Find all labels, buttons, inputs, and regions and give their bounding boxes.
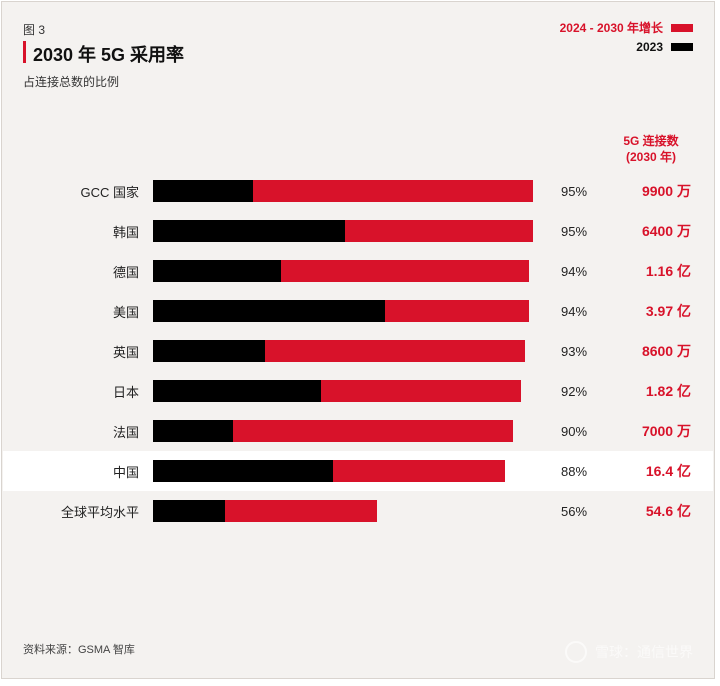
- connections-header-l2: (2030 年): [626, 150, 676, 164]
- connections-value: 16.4 亿: [601, 461, 691, 481]
- country-label: 美国: [3, 302, 153, 321]
- connections-value: 9900 万: [601, 181, 691, 201]
- percent-label: 95%: [553, 184, 601, 199]
- bar-segment-base: [153, 420, 233, 442]
- bar-segment-growth: [345, 220, 533, 242]
- chart-row: 韩国 95%6400 万: [3, 211, 713, 251]
- bar-segment-growth: [253, 180, 533, 202]
- source-text: 资料来源：GSMA 智库: [23, 641, 135, 657]
- percent-label: 95%: [553, 224, 601, 239]
- country-label: 德国: [3, 262, 153, 281]
- percent-label: 94%: [553, 264, 601, 279]
- country-label: 英国: [3, 342, 153, 361]
- connections-header-l1: 5G 连接数: [623, 134, 678, 148]
- connections-value: 6400 万: [601, 221, 691, 241]
- bar-track: [153, 460, 553, 482]
- country-label: 法国: [3, 422, 153, 441]
- chart-card: 图 3 2030 年 5G 采用率 占连接总数的比例 2024 - 2030 年…: [2, 2, 714, 678]
- chart-title: 2030 年 5G 采用率: [33, 41, 184, 67]
- bar-track: [153, 420, 553, 442]
- legend: 2024 - 2030 年增长 2023: [560, 19, 693, 58]
- legend-base-swatch: [671, 43, 693, 51]
- bar-segment-growth: [385, 300, 529, 322]
- percent-label: 90%: [553, 424, 601, 439]
- bar-track: [153, 260, 553, 282]
- connections-value: 3.97 亿: [601, 301, 691, 321]
- chart-row: 美国 94%3.97 亿: [3, 291, 713, 331]
- bar-chart: GCC 国家95%9900 万韩国95%6400 万德国94%1.16 亿美国9…: [3, 171, 713, 531]
- connections-value: 7000 万: [601, 421, 691, 441]
- chart-row: 日本 92%1.82 亿: [3, 371, 713, 411]
- bar-track: [153, 500, 553, 522]
- bar-segment-base: [153, 260, 281, 282]
- percent-label: 94%: [553, 304, 601, 319]
- country-label: 日本: [3, 382, 153, 401]
- chart-row: GCC 国家 95%9900 万: [3, 171, 713, 211]
- bar-segment-growth: [281, 260, 529, 282]
- chart-row: 全球平均水平 56%54.6 亿: [3, 491, 713, 531]
- legend-growth-label: 2024 - 2030 年增长: [560, 19, 663, 36]
- country-label: GCC 国家: [3, 182, 153, 201]
- legend-base-label: 2023: [636, 40, 663, 54]
- bar-segment-base: [153, 180, 253, 202]
- bar-track: [153, 220, 553, 242]
- bar-segment-base: [153, 460, 333, 482]
- chart-row: 中国 88%16.4 亿: [3, 451, 713, 491]
- connections-header: 5G 连接数 (2030 年): [611, 133, 691, 165]
- watermark: 雪球：通信世界: [565, 641, 693, 663]
- watermark-text: 雪球：通信世界: [595, 642, 693, 662]
- bar-segment-base: [153, 220, 345, 242]
- percent-label: 93%: [553, 344, 601, 359]
- bar-track: [153, 180, 553, 202]
- country-label: 中国: [3, 462, 153, 481]
- bar-track: [153, 380, 553, 402]
- country-label: 韩国: [3, 222, 153, 241]
- bar-segment-base: [153, 300, 385, 322]
- chart-row: 德国 94%1.16 亿: [3, 251, 713, 291]
- bar-track: [153, 340, 553, 362]
- legend-growth-swatch: [671, 24, 693, 32]
- bar-segment-base: [153, 380, 321, 402]
- connections-value: 54.6 亿: [601, 501, 691, 521]
- percent-label: 92%: [553, 384, 601, 399]
- bar-segment-growth: [265, 340, 525, 362]
- legend-base: 2023: [560, 40, 693, 54]
- connections-value: 1.82 亿: [601, 381, 691, 401]
- chart-row: 法国 90%7000 万: [3, 411, 713, 451]
- accent-bar: [23, 41, 26, 63]
- connections-value: 1.16 亿: [601, 261, 691, 281]
- bar-segment-base: [153, 340, 265, 362]
- country-label: 全球平均水平: [3, 502, 153, 521]
- connections-value: 8600 万: [601, 341, 691, 361]
- watermark-icon: [565, 641, 587, 663]
- bar-segment-growth: [233, 420, 513, 442]
- figure-label: 图 3: [23, 21, 45, 38]
- chart-row: 英国 93%8600 万: [3, 331, 713, 371]
- bar-segment-growth: [321, 380, 521, 402]
- bar-track: [153, 300, 553, 322]
- percent-label: 88%: [553, 464, 601, 479]
- bar-segment-base: [153, 500, 225, 522]
- legend-growth: 2024 - 2030 年增长: [560, 19, 693, 36]
- percent-label: 56%: [553, 504, 601, 519]
- bar-segment-growth: [333, 460, 505, 482]
- bar-segment-growth: [225, 500, 377, 522]
- chart-subtitle: 占连接总数的比例: [23, 73, 119, 90]
